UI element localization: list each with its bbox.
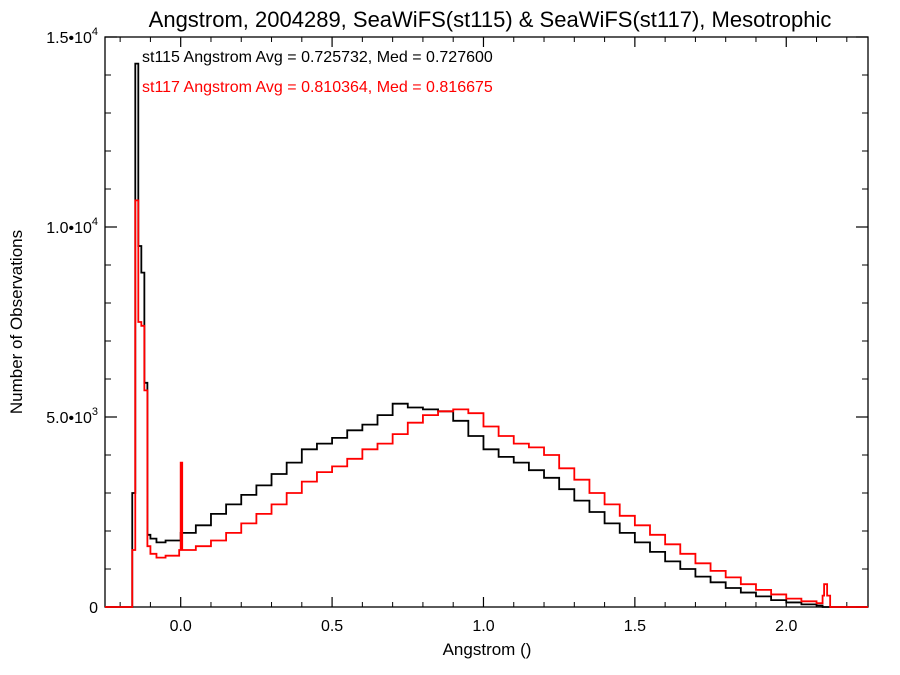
annotation-st117: st117 Angstrom Avg = 0.810364, Med = 0.8… [142,79,493,96]
y-tick-label: 1.0•104 [46,216,98,237]
series-line-1 [105,62,868,608]
series-line-2 [105,199,868,608]
plot-frame [104,36,869,608]
annotation-st115: st115 Angstrom Avg = 0.725732, Med = 0.7… [142,49,493,66]
y-tick-label: 5.0•103 [46,406,98,427]
x-axis-label: Angstrom () [443,640,532,659]
x-tick-label: 1.5 [624,618,646,635]
y-tick-label: 0 [89,600,98,617]
series-layer [105,62,868,608]
x-tick-label: 0.5 [321,618,343,635]
x-axis: 0.0 0.5 1.0 1.5 2.0 [119,37,848,635]
y-axis-label: Number of Observations [7,230,26,414]
x-tick-label: 2.0 [775,618,797,635]
y-axis: 0 5.0•103 1.0•104 1.5•104 [46,26,868,617]
x-tick-label: 0.0 [170,618,192,635]
y-tick-label: 1.5•104 [46,26,98,47]
chart-title: Angstrom, 2004289, SeaWiFS(st115) & SeaW… [149,7,832,32]
x-tick-label: 1.0 [472,618,494,635]
